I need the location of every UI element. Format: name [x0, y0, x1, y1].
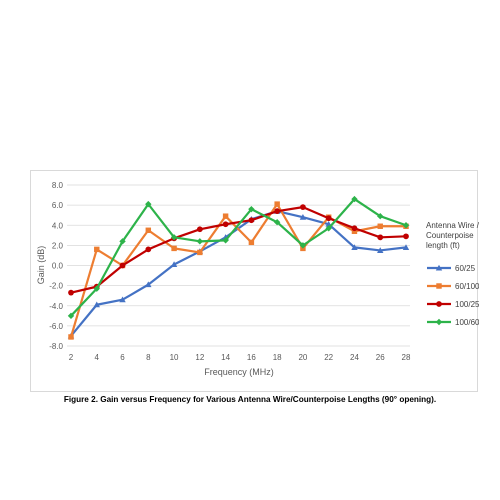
- data-point: [402, 244, 410, 250]
- data-point: [68, 289, 74, 296]
- chart-frame: 8.0 6.0 4.0 2.0 0.0 -2.0 -4.0 -6.0 -8.0 2 4 6 8 10 12…: [30, 170, 479, 392]
- data-point: [274, 201, 280, 207]
- data-point: [377, 247, 384, 253]
- legend-swatch-marker: [436, 283, 442, 289]
- data-point: [222, 237, 229, 244]
- y-axis-label: Gain (dB): [36, 246, 46, 285]
- data-point: [145, 227, 152, 234]
- data-point: [351, 244, 358, 250]
- series-line: [70, 206, 407, 294]
- legend: Antenna Wire / Counterpoise length (ft) …: [426, 221, 479, 327]
- legend-title-line-2: Counterpoise: [426, 231, 474, 240]
- data-point: [67, 312, 75, 320]
- y-tick-label: 2.0: [52, 241, 64, 250]
- data-point: [222, 213, 229, 219]
- figure-caption: Figure 2. Gain versus Frequency for Vari…: [63, 395, 437, 404]
- x-tick-label: 24: [350, 353, 359, 362]
- data-point: [119, 238, 126, 245]
- series-lines: [67, 195, 410, 340]
- legend-title-line-3: length (ft): [426, 241, 460, 250]
- x-tick-label: 10: [170, 353, 179, 362]
- x-tick-label: 28: [402, 353, 411, 362]
- legend-label: 100/60: [455, 318, 479, 327]
- x-tick-label: 16: [247, 353, 256, 362]
- data-point: [377, 212, 384, 220]
- x-tick-label: 6: [120, 353, 125, 362]
- x-tick-label: 2: [69, 353, 74, 362]
- y-tick-label: 6.0: [52, 201, 64, 210]
- data-point: [94, 246, 100, 253]
- data-point: [300, 204, 306, 211]
- y-tick-label: -2.0: [49, 282, 63, 291]
- data-point: [403, 233, 409, 240]
- data-point: [197, 249, 203, 256]
- data-point: [196, 238, 204, 245]
- data-point: [119, 296, 126, 303]
- data-point: [325, 215, 332, 222]
- x-tick-label: 22: [324, 353, 333, 362]
- data-point: [145, 200, 152, 208]
- legend-swatch-marker: [436, 301, 442, 307]
- data-point: [248, 205, 255, 213]
- x-tick-label: 8: [146, 353, 151, 362]
- data-point: [351, 225, 358, 232]
- y-tick-label: 4.0: [52, 221, 64, 230]
- x-tick-label: 20: [298, 353, 307, 362]
- series-60-25: [67, 207, 410, 339]
- data-point: [145, 281, 152, 288]
- legend-title-line-1: Antenna Wire /: [426, 221, 479, 230]
- y-tick-label: -8.0: [49, 342, 63, 351]
- legend-label: 100/25: [455, 300, 479, 309]
- data-point: [248, 217, 255, 224]
- data-point: [145, 246, 152, 253]
- x-tick-label: 26: [376, 353, 385, 362]
- data-point: [351, 195, 358, 203]
- data-point: [196, 226, 203, 233]
- x-tick-label: 4: [95, 353, 100, 362]
- y-tick-label: -4.0: [49, 302, 63, 311]
- x-axis-label: Frequency (MHz): [204, 367, 274, 377]
- x-tick-label: 14: [221, 353, 230, 362]
- gridlines: [67, 184, 410, 347]
- data-point: [119, 262, 126, 269]
- data-point: [93, 301, 100, 308]
- data-point: [273, 219, 281, 226]
- data-point: [170, 261, 178, 268]
- legend-swatch-marker: [435, 318, 443, 326]
- y-tick-label: 0.0: [52, 262, 64, 271]
- series-line: [69, 203, 406, 338]
- data-point: [68, 334, 74, 340]
- legend-label: 60/25: [455, 264, 476, 273]
- data-point: [325, 225, 332, 232]
- series-line: [70, 197, 407, 317]
- data-point: [222, 221, 229, 228]
- data-point: [377, 223, 383, 229]
- y-tick-label: 8.0: [52, 181, 64, 190]
- x-tick-labels: 2 4 6 8 10 12 14 16 18 20 22 24 26 28: [69, 353, 411, 362]
- data-point: [248, 239, 255, 246]
- series-100-25: [68, 204, 409, 296]
- data-point: [299, 214, 307, 220]
- data-point: [351, 228, 358, 235]
- data-point: [377, 234, 384, 241]
- x-tick-label: 18: [273, 353, 282, 362]
- data-point: [93, 285, 100, 292]
- y-tick-labels: 8.0 6.0 4.0 2.0 0.0 -2.0 -4.0 -6.0 -8.0: [49, 181, 63, 351]
- data-point: [171, 245, 177, 252]
- x-tick-label: 12: [195, 353, 204, 362]
- data-point: [274, 208, 281, 215]
- data-point: [170, 234, 178, 241]
- legend-label: 60/100: [455, 282, 479, 291]
- gain-chart: 8.06.04.02.00.0-2.0-4.0-6.0-8.0 2 4 6 8 10 12…: [36, 181, 479, 377]
- legend-swatch-marker: [435, 264, 443, 271]
- y-tick-label: -6.0: [49, 322, 63, 331]
